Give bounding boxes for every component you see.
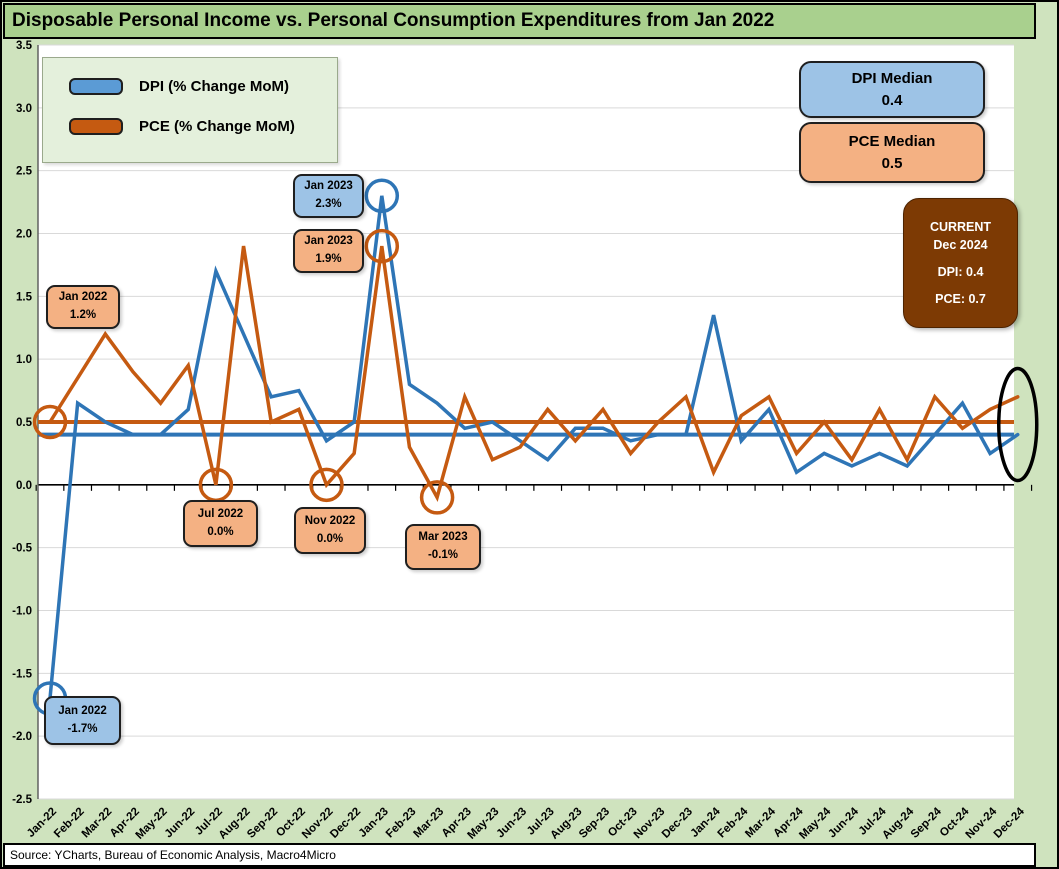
y-tick-label: 1.5	[16, 291, 33, 303]
pce-median-title: PCE Median	[848, 132, 936, 150]
x-tick-label: May-23	[465, 806, 501, 842]
current-subtitle: Dec 2024	[933, 238, 988, 253]
x-tick-label: Feb-22	[52, 806, 87, 841]
callout-jul-2022-pce: Jul 2022 0.0%	[183, 500, 258, 547]
x-tick-label: Aug-22	[217, 806, 253, 842]
y-tick-label: 2.0	[16, 229, 32, 241]
x-tick-label: Dec-24	[992, 805, 1028, 841]
y-tick-label: -0.5	[12, 543, 32, 555]
callout-nov-2022-pce: Nov 2022 0.0%	[294, 507, 366, 554]
highlight-circle-mar-23	[419, 480, 455, 515]
x-tick-label: Jun-22	[163, 806, 198, 841]
current-values-box: CURRENT Dec 2024 DPI: 0.4 PCE: 0.7	[903, 198, 1018, 328]
x-tick-label: Mar-23	[412, 806, 447, 841]
x-tick-label: Aug-24	[880, 805, 916, 841]
callout-value: 0.0%	[207, 525, 234, 538]
x-tick-label: Mar-22	[80, 806, 115, 841]
callout-value: 1.2%	[69, 309, 97, 321]
x-tick-label: Feb-23	[384, 806, 419, 841]
highlight-circle-jan-22	[32, 404, 68, 440]
callout-value: 0.0%	[316, 532, 344, 545]
callout-jan-2023-pce: Jan 2023 1.9%	[293, 229, 364, 273]
dpi-series-line	[48, 195, 1020, 701]
callout-value: -1.7%	[67, 722, 98, 735]
y-tick-label: 2.5	[16, 166, 33, 178]
pce-series-line	[48, 245, 1020, 503]
current-month-highlight-ellipse	[997, 366, 1039, 483]
callout-value: 1.9%	[315, 253, 342, 265]
callout-date: Jan 2023	[304, 235, 353, 248]
callout-date: Jan 2023	[304, 180, 353, 193]
callout-value: -0.1%	[427, 549, 459, 561]
legend: DPI (% Change MoM) PCE (% Change MoM)	[42, 57, 338, 163]
y-tick-label: 3.5	[16, 40, 33, 52]
y-tick-label: 0.0	[16, 480, 32, 492]
y-tick-label: 1.0	[16, 354, 32, 366]
x-tick-label: Jun-23	[494, 806, 529, 841]
x-tick-label: Sep-24	[909, 805, 945, 841]
current-pce-value: PCE: 0.7	[935, 291, 986, 306]
x-tick-label: Mar-24	[743, 805, 778, 840]
callout-value: 2.3%	[315, 198, 342, 210]
dpi-median-title: DPI Median	[851, 69, 933, 87]
callout-mar-2023-pce: Mar 2023 -0.1%	[405, 524, 481, 570]
pce-legend-swatch	[69, 117, 123, 135]
legend-row-pce: PCE (% Change MoM)	[69, 116, 295, 136]
x-tick-label: May-22	[134, 806, 170, 842]
pce-legend-label: PCE (% Change MoM)	[139, 117, 295, 135]
callout-date: Mar 2023	[418, 531, 468, 544]
highlight-circle-nov-22	[309, 467, 344, 503]
x-tick-label: Sep-23	[577, 806, 612, 841]
pce-median-box: PCE Median 0.5	[799, 122, 985, 183]
legend-row-dpi: DPI (% Change MoM)	[69, 76, 289, 96]
y-tick-label: -2.5	[12, 794, 32, 806]
x-tick-label: Sep-22	[245, 806, 280, 841]
source-bar: Source: YCharts, Bureau of Economic Anal…	[3, 843, 1036, 867]
callout-jan-2023-dpi: Jan 2023 2.3%	[293, 174, 364, 218]
x-tick-label: May-24	[797, 805, 833, 841]
chart-title-bar: Disposable Personal Income vs. Personal …	[3, 3, 1036, 39]
x-tick-label: Aug-23	[548, 806, 584, 842]
y-tick-label: -2.0	[12, 731, 32, 743]
x-tick-label: Dec-23	[660, 806, 695, 841]
x-tick-label: Nov-23	[632, 806, 668, 842]
dpi-median-value: 0.4	[881, 91, 903, 109]
highlight-circle-jan-23	[364, 178, 400, 214]
dpi-median-box: DPI Median 0.4	[799, 61, 985, 118]
callout-date: Jul 2022	[197, 507, 244, 520]
y-tick-label: 0.5	[16, 417, 33, 429]
y-tick-label: -1.0	[12, 606, 32, 618]
y-tick-label: -1.5	[12, 668, 32, 680]
dpi-legend-label: DPI (% Change MoM)	[139, 77, 289, 95]
callout-jan-2022-pce: Jan 2022 1.2%	[46, 285, 120, 329]
callout-date: Jan 2022	[58, 704, 107, 717]
x-tick-label: Nov-22	[300, 806, 336, 842]
x-tick-label: Jun-24	[826, 805, 861, 840]
y-tick-label: 3.0	[16, 103, 32, 115]
highlight-circle-jan-23	[364, 228, 400, 264]
callout-jan-2022-dpi: Jan 2022 -1.7%	[44, 696, 121, 745]
source-text: Source: YCharts, Bureau of Economic Anal…	[10, 848, 336, 862]
dpi-legend-swatch	[69, 77, 123, 95]
x-tick-label: Dec-22	[328, 806, 363, 841]
chart-title: Disposable Personal Income vs. Personal …	[12, 10, 775, 31]
callout-date: Jan 2022	[58, 291, 108, 304]
current-title: CURRENT	[929, 219, 992, 234]
callout-date: Nov 2022	[304, 514, 356, 527]
current-dpi-value: DPI: 0.4	[937, 265, 984, 279]
pce-median-value: 0.5	[881, 154, 903, 172]
